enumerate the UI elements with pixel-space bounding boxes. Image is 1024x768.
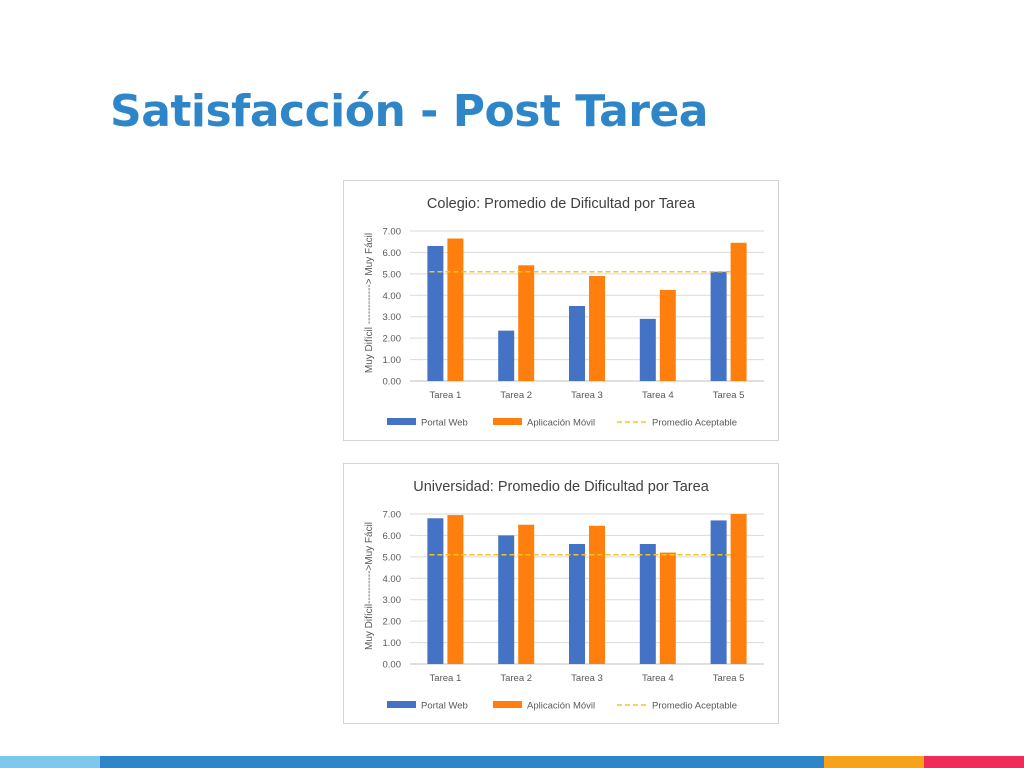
chart2-bar-aplicacion-movil [589,525,605,664]
chart1-bar-aplicacion-movil [447,238,464,381]
chart2-y-tick-label: 7.00 [383,510,402,521]
chart1-y-tick-label: 6.00 [383,248,402,259]
chart1-bar-portal-web [498,330,515,381]
chart2-x-tick-label: Tarea 4 [642,673,674,684]
chart2-bar-portal-web [427,518,444,664]
chart1-bar-aplicacion-movil [659,289,676,381]
chart1-y-tick-label: 3.00 [383,312,402,323]
chart2-y-tick-label: 2.00 [383,617,402,628]
chart2-legend-aplicacion-movil-label: Aplicación Móvil [527,701,595,712]
chart1-y-tick-label: 0.00 [383,377,402,388]
bottom-color-bar [0,756,1024,768]
slide-title: Satisfacción - Post Tarea [110,86,709,137]
bottom-bar-segment-light-blue [0,756,100,768]
chart1-x-tick-label: Tarea 1 [430,390,462,401]
chart1-y-tick-label: 7.00 [383,227,402,238]
chart2-legend-promedio-aceptable-label: Promedio Aceptable [652,701,737,712]
chart2-y-tick-label: 3.00 [383,595,402,606]
chart1-y-axis-label: Muy Difícil ------------> Muy Fácil [364,233,375,373]
chart1-bar-portal-web [639,318,656,381]
chart1-legend-aplicacion-movil-label: Aplicación Móvil [527,418,595,429]
chart2-y-tick-label: 0.00 [383,660,402,671]
chart1-bar-aplicacion-movil [518,265,535,381]
chart2-x-tick-label: Tarea 2 [500,673,532,684]
chart1-legend-portal-web-swatch [387,418,416,425]
chart2-legend-aplicacion-movil: Aplicación Móvil [493,701,595,712]
chart2-y-tick-label: 4.00 [383,574,402,585]
chart-universidad-svg: Universidad: Promedio de Dificultad por … [364,479,764,712]
chart2-bar-aplicacion-movil [730,514,747,664]
chart1-y-tick-label: 5.00 [383,269,402,280]
chart1-bar-portal-web [569,306,585,381]
chart2-title: Universidad: Promedio de Dificultad por … [413,479,709,495]
chart2-bar-portal-web [710,520,727,664]
chart1-title: Colegio: Promedio de Dificultad por Tare… [427,196,696,212]
chart-colegio: Colegio: Promedio de Dificultad por Tare… [343,180,779,441]
chart1-legend-portal-web: Portal Web [387,418,468,429]
chart1-x-tick-label: Tarea 3 [571,390,603,401]
chart2-y-tick-label: 6.00 [383,531,402,542]
chart2-x-tick-label: Tarea 5 [713,673,745,684]
chart2-legend-aplicacion-movil-swatch [493,701,522,708]
chart1-y-tick-label: 1.00 [383,355,402,366]
bottom-bar-segment-blue [100,756,824,768]
chart-universidad: Universidad: Promedio de Dificultad por … [343,463,779,724]
chart2-bar-portal-web [639,544,656,664]
chart1-legend-promedio-aceptable-label: Promedio Aceptable [652,418,737,429]
chart1-x-tick-label: Tarea 4 [642,390,674,401]
chart2-y-tick-label: 5.00 [383,552,402,563]
chart2-bar-aplicacion-movil [447,515,464,664]
chart1-legend-promedio-aceptable: Promedio Aceptable [617,418,737,429]
chart1-legend-portal-web-label: Portal Web [421,418,468,429]
chart2-legend-portal-web-swatch [387,701,416,708]
chart2-legend-portal-web-label: Portal Web [421,701,468,712]
chart1-y-tick-label: 4.00 [383,291,402,302]
chart1-bar-portal-web [427,246,444,381]
chart-colegio-svg: Colegio: Promedio de Dificultad por Tare… [364,196,764,429]
chart1-legend-aplicacion-movil-swatch [493,418,522,425]
chart2-bar-aplicacion-movil [659,552,676,664]
bottom-bar-segment-orange [824,756,924,768]
chart1-y-tick-label: 2.00 [383,334,402,345]
chart2-bar-aplicacion-movil [518,524,535,664]
bottom-bar-segment-pink [924,756,1024,768]
chart2-x-tick-label: Tarea 3 [571,673,603,684]
chart1-bar-portal-web [710,271,727,381]
chart2-y-axis-label: Muy Difícil---------->Muy Fácil [364,522,375,650]
chart1-x-tick-label: Tarea 5 [713,390,745,401]
chart2-legend-portal-web: Portal Web [387,701,468,712]
chart2-x-tick-label: Tarea 1 [430,673,462,684]
chart1-x-tick-label: Tarea 2 [500,390,532,401]
chart1-bar-aplicacion-movil [730,242,747,381]
chart1-legend-aplicacion-movil: Aplicación Móvil [493,418,595,429]
chart1-bar-aplicacion-movil [589,276,605,381]
chart2-y-tick-label: 1.00 [383,638,402,649]
chart2-bar-portal-web [569,544,585,664]
chart2-bar-portal-web [498,535,515,664]
chart2-legend-promedio-aceptable: Promedio Aceptable [617,701,737,712]
